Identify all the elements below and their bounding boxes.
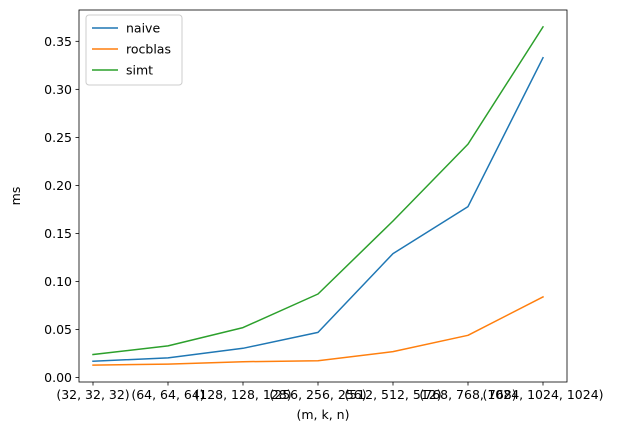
y-tick-label: 0.05	[44, 322, 72, 337]
x-tick-label: (768, 768, 768)	[419, 387, 516, 402]
series-line-simt	[92, 25, 545, 356]
y-axis-label: ms	[8, 187, 23, 206]
plot-layer	[92, 25, 545, 366]
y-axis-ticks: 0.00 0.05 0.10 0.15 0.20 0.25 0.30 0.35	[44, 34, 79, 385]
series-line-rocblas	[92, 295, 545, 366]
plot-frame	[78, 9, 568, 383]
x-tick-label: (512, 512, 512)	[344, 387, 441, 402]
y-tick-label: 0.35	[44, 34, 72, 49]
x-axis-ticks: (32, 32, 32) (64, 64, 64)(128, 128, 128)(…	[56, 382, 604, 402]
y-tick-label: 0.10	[44, 274, 72, 289]
y-tick-label: 0.00	[44, 370, 72, 385]
y-tick-label: 0.30	[44, 82, 72, 97]
y-tick-label: 0.15	[44, 226, 72, 241]
legend-label-simt: simt	[126, 63, 153, 78]
x-tick-label: (256, 256, 256)	[269, 387, 366, 402]
x-tick-label: (32, 32, 32)	[56, 387, 129, 402]
legend-box	[85, 14, 183, 86]
x-tick-label: (64, 64, 64)	[131, 387, 204, 402]
legend-label-naive: naive	[126, 21, 160, 36]
series-line-naive	[92, 56, 545, 362]
x-tick-label: (1024, 1024, 1024)	[482, 387, 603, 402]
legend-label-rocblas: rocblas	[126, 42, 171, 57]
x-tick-label: (128, 128, 128)	[194, 387, 291, 402]
x-axis-label: (m, k, n)	[297, 407, 350, 422]
y-tick-label: 0.20	[44, 178, 72, 193]
y-tick-label: 0.25	[44, 130, 72, 145]
legend: naive rocblas simt	[85, 14, 183, 86]
